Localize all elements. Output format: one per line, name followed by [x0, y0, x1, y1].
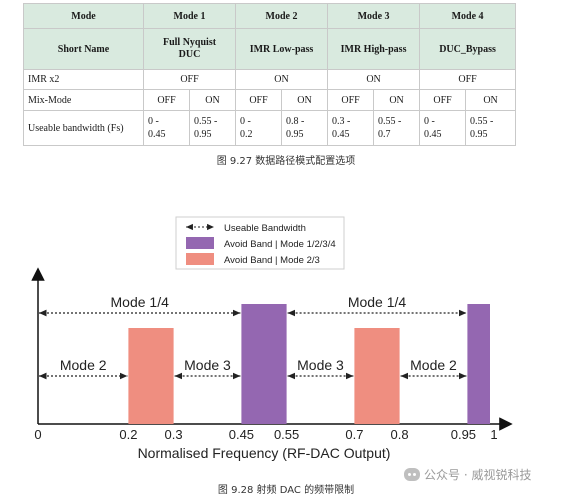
bandwidth-label: Mode 3 — [184, 357, 231, 373]
mix-cell: OFF — [327, 89, 375, 111]
bw-cell: 0.55 - 0.7 — [373, 110, 421, 146]
x-tick-label: 0.95 — [451, 427, 476, 442]
bw-cell: 0.8 - 0.95 — [281, 110, 329, 146]
mix-cell: ON — [188, 89, 237, 111]
header-mode-2: Mode 2 — [235, 3, 329, 29]
bandwidth-label: Mode 1/4 — [348, 294, 407, 310]
avoid-band-bar — [128, 328, 174, 424]
legend-color-swatch — [186, 237, 214, 249]
x-tick-labels: 0 0.2 0.3 0.45 0.55 0.7 0.8 0.95 1 — [34, 427, 497, 442]
header-mode: Mode — [23, 3, 144, 29]
header-mode-4: Mode 4 — [419, 3, 517, 29]
avoid-band-bar — [467, 304, 490, 424]
watermark: 公众号 · 威视锐科技 — [404, 466, 531, 483]
bandwidth-label: Mode 1/4 — [111, 294, 170, 310]
wechat-icon — [404, 468, 420, 481]
bw-cell: 0 - 0.2 — [235, 110, 283, 146]
x-tick-label: 1 — [490, 427, 497, 442]
header-mode-3: Mode 3 — [327, 3, 421, 29]
short-name-mode-4: DUC_Bypass — [419, 28, 517, 70]
watermark-text: 公众号 · 威视锐科技 — [424, 468, 532, 482]
bandwidth-label: Mode 3 — [297, 357, 344, 373]
bandwidth-arrows: Mode 1/4 Mode 1/4 Mode 2 Mode 3 Mode 3 Mode 2 — [39, 294, 467, 380]
frequency-band-chart: Useable Bandwidth Avoid Band | Mode 1/2/3… — [31, 216, 513, 461]
figure-caption: 图 9.28 射频 DAC 的频带限制 — [217, 485, 355, 496]
x-axis-label: Normalised Frequency (RF-DAC Output) — [138, 445, 391, 461]
avoid-band-bar — [354, 328, 400, 424]
mix-cell: OFF — [419, 89, 467, 111]
mix-cell: OFF — [235, 89, 283, 111]
short-name-mode-2: IMR Low-pass — [235, 28, 329, 70]
mix-cell: OFF — [143, 89, 190, 111]
x-tick-label: 0.2 — [119, 427, 137, 442]
table-row-imr: IMR x2 OFF ON ON OFF — [23, 69, 517, 90]
legend: Useable Bandwidth Avoid Band | Mode 1/2/3… — [186, 223, 336, 266]
bw-cell: 0.3 - 0.45 — [327, 110, 375, 146]
avoid-bands — [128, 304, 490, 424]
bw-cell: 0 - 0.45 — [143, 110, 190, 146]
x-tick-label: 0.8 — [391, 427, 409, 442]
table-row-bandwidth: Useable bandwidth (Fs) 0 - 0.45 0.55 - 0… — [23, 110, 517, 146]
x-tick-label: 0.3 — [165, 427, 183, 442]
imr-mode-3: ON — [327, 69, 421, 90]
table-row-mix: Mix-Mode OFF ON OFF ON OFF ON OFF ON — [23, 89, 517, 111]
imr-mode-2: ON — [235, 69, 329, 90]
legend-label: Avoid Band | Mode 2/3 — [224, 255, 320, 266]
x-tick-label: 0.55 — [274, 427, 299, 442]
legend-color-swatch — [186, 253, 214, 265]
mix-cell: ON — [373, 89, 421, 111]
row-label-imr: IMR x2 — [23, 69, 144, 90]
legend-label: Useable Bandwidth — [224, 223, 306, 234]
bw-cell: 0.55 - 0.95 — [465, 110, 517, 146]
row-label-mix: Mix-Mode — [23, 89, 144, 111]
bw-cell: 0.55 - 0.95 — [188, 110, 237, 146]
header-mode-1: Mode 1 — [142, 3, 237, 29]
bw-cell: 0 - 0.45 — [419, 110, 467, 146]
x-tick-label: 0.7 — [345, 427, 363, 442]
mode-config-table: Mode Mode 1 Mode 2 Mode 3 Mode 4 Short N… — [23, 3, 517, 146]
imr-mode-1: OFF — [142, 69, 237, 90]
legend-label: Avoid Band | Mode 1/2/3/4 — [224, 239, 336, 250]
header-short-name: Short Name — [23, 28, 144, 70]
short-name-mode-1: Full Nyquist DUC — [142, 28, 237, 70]
mix-cell: ON — [465, 89, 517, 111]
mix-cell: ON — [281, 89, 329, 111]
avoid-band-bar — [241, 304, 287, 424]
table-caption: 图 9.27 数据路径模式配置选项 — [216, 156, 356, 167]
imr-mode-4: OFF — [419, 69, 517, 90]
row-label-bandwidth: Useable bandwidth (Fs) — [23, 110, 144, 146]
bandwidth-label: Mode 2 — [410, 357, 457, 373]
x-tick-label: 0.45 — [229, 427, 254, 442]
bandwidth-label: Mode 2 — [60, 357, 107, 373]
x-tick-label: 0 — [34, 427, 41, 442]
short-name-mode-3: IMR High-pass — [327, 28, 421, 70]
